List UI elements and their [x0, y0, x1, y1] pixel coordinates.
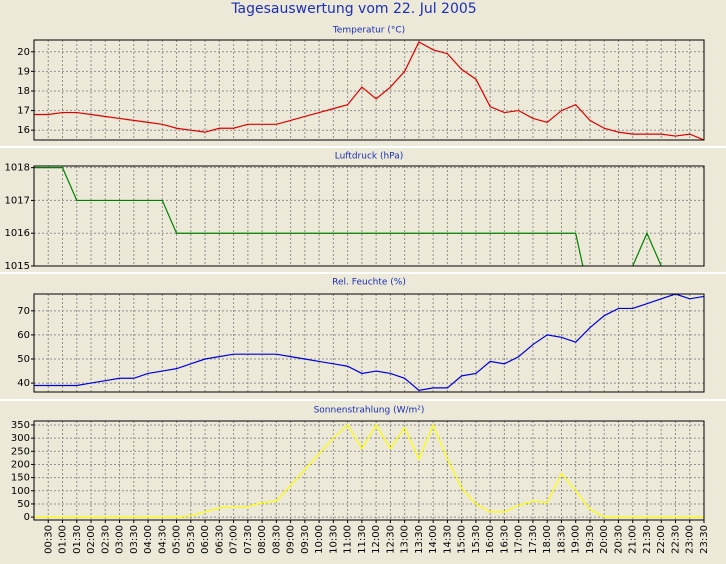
x-tick-label: 12:00 — [371, 525, 382, 554]
x-tick-label: 17:30 — [528, 525, 539, 554]
y-tick-label: 1017 — [5, 195, 30, 206]
panel-title: Rel. Feuchte (%) — [332, 278, 406, 288]
x-tick-label: 04:00 — [143, 525, 154, 554]
plot-frame — [33, 420, 705, 521]
y-tick-label: 250 — [11, 446, 30, 457]
data-line — [34, 294, 704, 391]
y-tick-label: 18 — [17, 86, 30, 97]
x-tick-label: 23:30 — [699, 525, 710, 554]
x-tick-label: 09:00 — [286, 525, 297, 554]
y-tick-label: 150 — [11, 473, 30, 484]
y-tick-label: 20 — [17, 47, 30, 58]
data-line — [34, 41, 704, 140]
y-tick-label: 50 — [17, 499, 30, 510]
x-tick-label: 11:30 — [357, 525, 368, 554]
x-tick-label: 07:00 — [229, 525, 240, 554]
y-tick-label: 40 — [17, 378, 30, 389]
x-tick-label: 09:30 — [300, 525, 311, 554]
x-tick-label: 06:00 — [200, 525, 211, 554]
y-tick-label: 350 — [11, 420, 30, 431]
x-tick-label: 08:00 — [257, 525, 268, 554]
y-tick-label: 1016 — [5, 228, 30, 239]
x-tick-label: 08:30 — [271, 525, 282, 554]
x-tick-label: 14:00 — [428, 525, 439, 554]
x-tick-label: 02:00 — [86, 525, 97, 554]
y-tick-label: 1015 — [5, 261, 30, 272]
y-tick-label: 60 — [17, 330, 30, 341]
plot-frame — [33, 293, 705, 393]
x-tick-label: 16:00 — [485, 525, 496, 554]
y-tick-label: 300 — [11, 433, 30, 444]
y-tick-label: 50 — [17, 354, 30, 365]
x-tick-label: 05:00 — [172, 525, 183, 554]
x-tick-label: 20:30 — [613, 525, 624, 554]
data-line — [34, 423, 704, 518]
x-tick-label: 19:00 — [571, 525, 582, 554]
x-tick-label: 13:30 — [414, 525, 425, 554]
y-tick-label: 100 — [11, 486, 30, 497]
y-tick-label: 16 — [17, 125, 30, 136]
x-tick-label: 15:30 — [471, 525, 482, 554]
x-tick-label: 17:00 — [514, 525, 525, 554]
x-tick-label: 18:00 — [542, 525, 553, 554]
panel-title: Luftdruck (hPa) — [335, 152, 404, 162]
x-tick-label: 20:00 — [599, 525, 610, 554]
x-tick-label: 01:00 — [58, 525, 69, 554]
x-tick-label: 19:30 — [585, 525, 596, 554]
panel-title: Temperatur (°C) — [332, 26, 405, 36]
y-tick-label: 1018 — [5, 163, 30, 174]
x-tick-label: 05:30 — [186, 525, 197, 554]
x-tick-label: 13:00 — [400, 525, 411, 554]
plot-frame — [33, 165, 705, 267]
y-tick-label: 17 — [17, 106, 30, 117]
panel-title: Sonnenstrahlung (W/m²) — [314, 406, 425, 416]
x-tick-label: 23:00 — [685, 525, 696, 554]
x-tick-label: 21:30 — [642, 525, 653, 554]
x-tick-label: 22:00 — [656, 525, 667, 554]
x-tick-label: 00:30 — [43, 525, 54, 554]
x-tick-label: 22:30 — [670, 525, 681, 554]
x-tick-label: 16:30 — [499, 525, 510, 554]
x-tick-label: 04:30 — [157, 525, 168, 554]
x-tick-label: 07:30 — [243, 525, 254, 554]
y-tick-label: 0 — [24, 512, 30, 523]
x-tick-label: 14:30 — [442, 525, 453, 554]
x-tick-label: 21:00 — [628, 525, 639, 554]
x-tick-label: 15:00 — [457, 525, 468, 554]
y-tick-label: 19 — [17, 66, 30, 77]
x-tick-label: 10:30 — [328, 525, 339, 554]
x-tick-label: 03:00 — [115, 525, 126, 554]
x-tick-label: 11:00 — [343, 525, 354, 554]
x-tick-label: 06:30 — [214, 525, 225, 554]
plot-frame — [33, 39, 705, 141]
x-tick-label: 01:30 — [72, 525, 83, 554]
x-tick-label: 12:30 — [385, 525, 396, 554]
x-tick-label: 02:30 — [100, 525, 111, 554]
x-tick-label: 03:30 — [129, 525, 140, 554]
x-tick-label: 10:00 — [314, 525, 325, 554]
x-tick-label: 18:30 — [556, 525, 567, 554]
data-line — [34, 167, 662, 266]
y-tick-label: 70 — [17, 306, 30, 317]
y-tick-label: 200 — [11, 459, 30, 470]
page-title: Tagesauswertung vom 22. Jul 2005 — [230, 1, 476, 17]
